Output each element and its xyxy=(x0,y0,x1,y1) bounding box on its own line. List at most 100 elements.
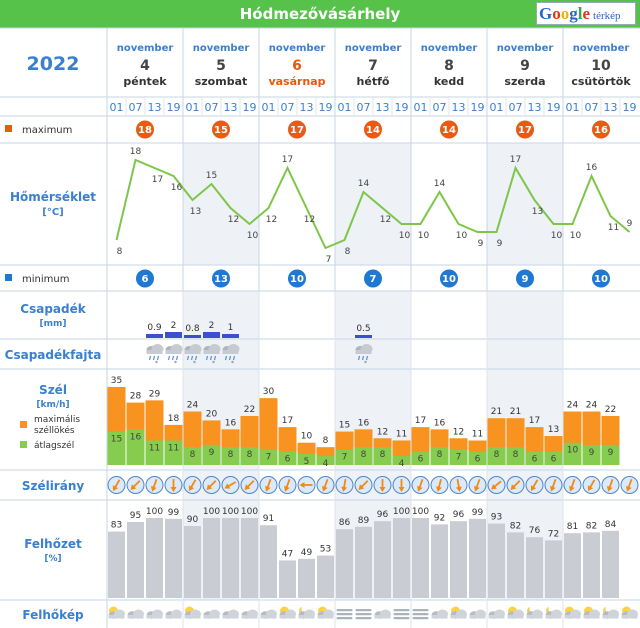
wind-arrow-head xyxy=(150,485,157,492)
cloud-sun-icon xyxy=(184,606,201,619)
wind-direction-icon xyxy=(278,476,297,494)
wind-arrow xyxy=(244,480,255,490)
hour-label: 13 xyxy=(376,101,390,114)
wind-direction-icon xyxy=(449,476,468,494)
wind-arrow-head xyxy=(416,485,423,492)
day-number: 6 xyxy=(292,58,302,74)
gust-value: 24 xyxy=(187,401,199,411)
avg-wind-bar xyxy=(544,451,563,465)
rain-snow-icon xyxy=(165,344,183,364)
cloud-part xyxy=(203,350,220,354)
avg-wind-bar xyxy=(278,451,297,465)
temp-point-label: 9 xyxy=(478,239,484,249)
gust-value: 35 xyxy=(111,376,122,386)
cloud-cover-bar xyxy=(127,522,144,598)
cloud-cover-value: 84 xyxy=(605,520,617,530)
wind-direction-icon xyxy=(297,476,316,494)
precip-bar xyxy=(355,335,372,338)
cloud-part xyxy=(146,615,163,619)
cloud-part xyxy=(355,350,372,354)
wind-direction-icon xyxy=(126,476,145,494)
google-logo-letter: l xyxy=(577,4,583,23)
cloud-icon xyxy=(488,609,505,619)
fog-line xyxy=(336,613,353,616)
cloud-cover-bar xyxy=(488,523,505,598)
wind-arrow xyxy=(130,480,141,490)
fog-icon xyxy=(355,609,372,620)
wind-arrow xyxy=(625,479,633,492)
google-maps-link[interactable]: Google térkép xyxy=(536,2,636,25)
column-shade xyxy=(335,291,411,339)
wind-direction-icon xyxy=(601,476,620,494)
wind-arrow xyxy=(188,479,197,492)
max-badge xyxy=(212,120,230,139)
cloud-icon xyxy=(222,609,239,619)
avg-wind-bar xyxy=(335,449,354,465)
rain-drop xyxy=(228,355,232,361)
cloud-part xyxy=(222,350,239,354)
wind-arrow-head xyxy=(587,485,594,492)
gust-legend-label: maximális xyxy=(34,415,80,425)
precip-value: 0.8 xyxy=(185,324,200,334)
cloud-cover-value: 100 xyxy=(241,507,258,517)
rain-drop xyxy=(171,355,175,361)
avg-wind-value: 15 xyxy=(111,435,122,445)
precip-bar xyxy=(146,334,163,338)
cloud-sun-icon xyxy=(450,606,467,619)
hour-label: 01 xyxy=(566,101,580,114)
wind-direction-icon xyxy=(487,476,506,494)
cloud-cover-bar xyxy=(317,555,334,598)
temp-point-label: 16 xyxy=(171,183,183,193)
avg-wind-value: 10 xyxy=(567,446,579,456)
temp-point-label: 16 xyxy=(586,163,598,173)
gust-value: 16 xyxy=(358,418,370,428)
wind-arrow xyxy=(379,479,386,492)
avg-wind-value: 6 xyxy=(532,455,538,465)
cloud-cover-value: 99 xyxy=(472,508,484,518)
cloud-unit: [%] xyxy=(44,554,61,564)
rain-drop xyxy=(186,355,190,361)
rain-drop xyxy=(357,355,361,361)
wind-arrow-head xyxy=(398,487,405,492)
wind-arrow xyxy=(587,479,596,492)
snow-flake xyxy=(231,360,234,364)
title-bar xyxy=(0,0,640,28)
cloud-cover-bar xyxy=(146,518,163,598)
wind-arrow-head xyxy=(510,484,517,490)
day-weekday: szombat xyxy=(195,75,248,88)
wind-direction-icon xyxy=(202,476,221,494)
rain-drop xyxy=(167,355,171,361)
avg-wind-value: 6 xyxy=(475,455,481,465)
wind-arrow-head xyxy=(283,485,290,492)
cloud-cover-bar xyxy=(355,526,372,598)
wind-dir-label: Szélirány xyxy=(22,479,85,493)
gust-bar xyxy=(259,398,278,465)
day-weekday: csütörtök xyxy=(571,75,631,88)
cloud-cover-value: 99 xyxy=(168,508,180,518)
city-title: Hódmezővásárhely xyxy=(239,5,401,23)
day-month: november xyxy=(421,43,478,54)
temp-point-label: 11 xyxy=(608,223,619,233)
partly-cloudy-icon xyxy=(279,606,296,619)
cloud-part xyxy=(184,350,201,354)
wind-arrow xyxy=(170,479,177,492)
max-value: 17 xyxy=(518,125,532,136)
cloud-part xyxy=(298,615,315,619)
cloud-part xyxy=(583,615,600,619)
fog-icon xyxy=(336,609,353,620)
day-month: november xyxy=(345,43,402,54)
cloud-cover-value: 91 xyxy=(263,514,274,524)
max-value: 16 xyxy=(594,125,608,136)
google-logo: Google xyxy=(539,4,590,23)
cloud-cover-value: 100 xyxy=(412,507,429,517)
cloud-cover-value: 49 xyxy=(301,548,313,558)
temp-point-label: 13 xyxy=(532,207,543,217)
column-shade xyxy=(487,291,563,339)
avg-wind-bar xyxy=(392,456,411,465)
cloud-part xyxy=(203,615,220,619)
wind-arrow xyxy=(473,479,481,492)
cloud-cover-bar xyxy=(412,518,429,598)
wind-arrow-head xyxy=(455,486,462,492)
fog-line xyxy=(412,617,429,620)
wind-arrow-head xyxy=(170,487,177,492)
